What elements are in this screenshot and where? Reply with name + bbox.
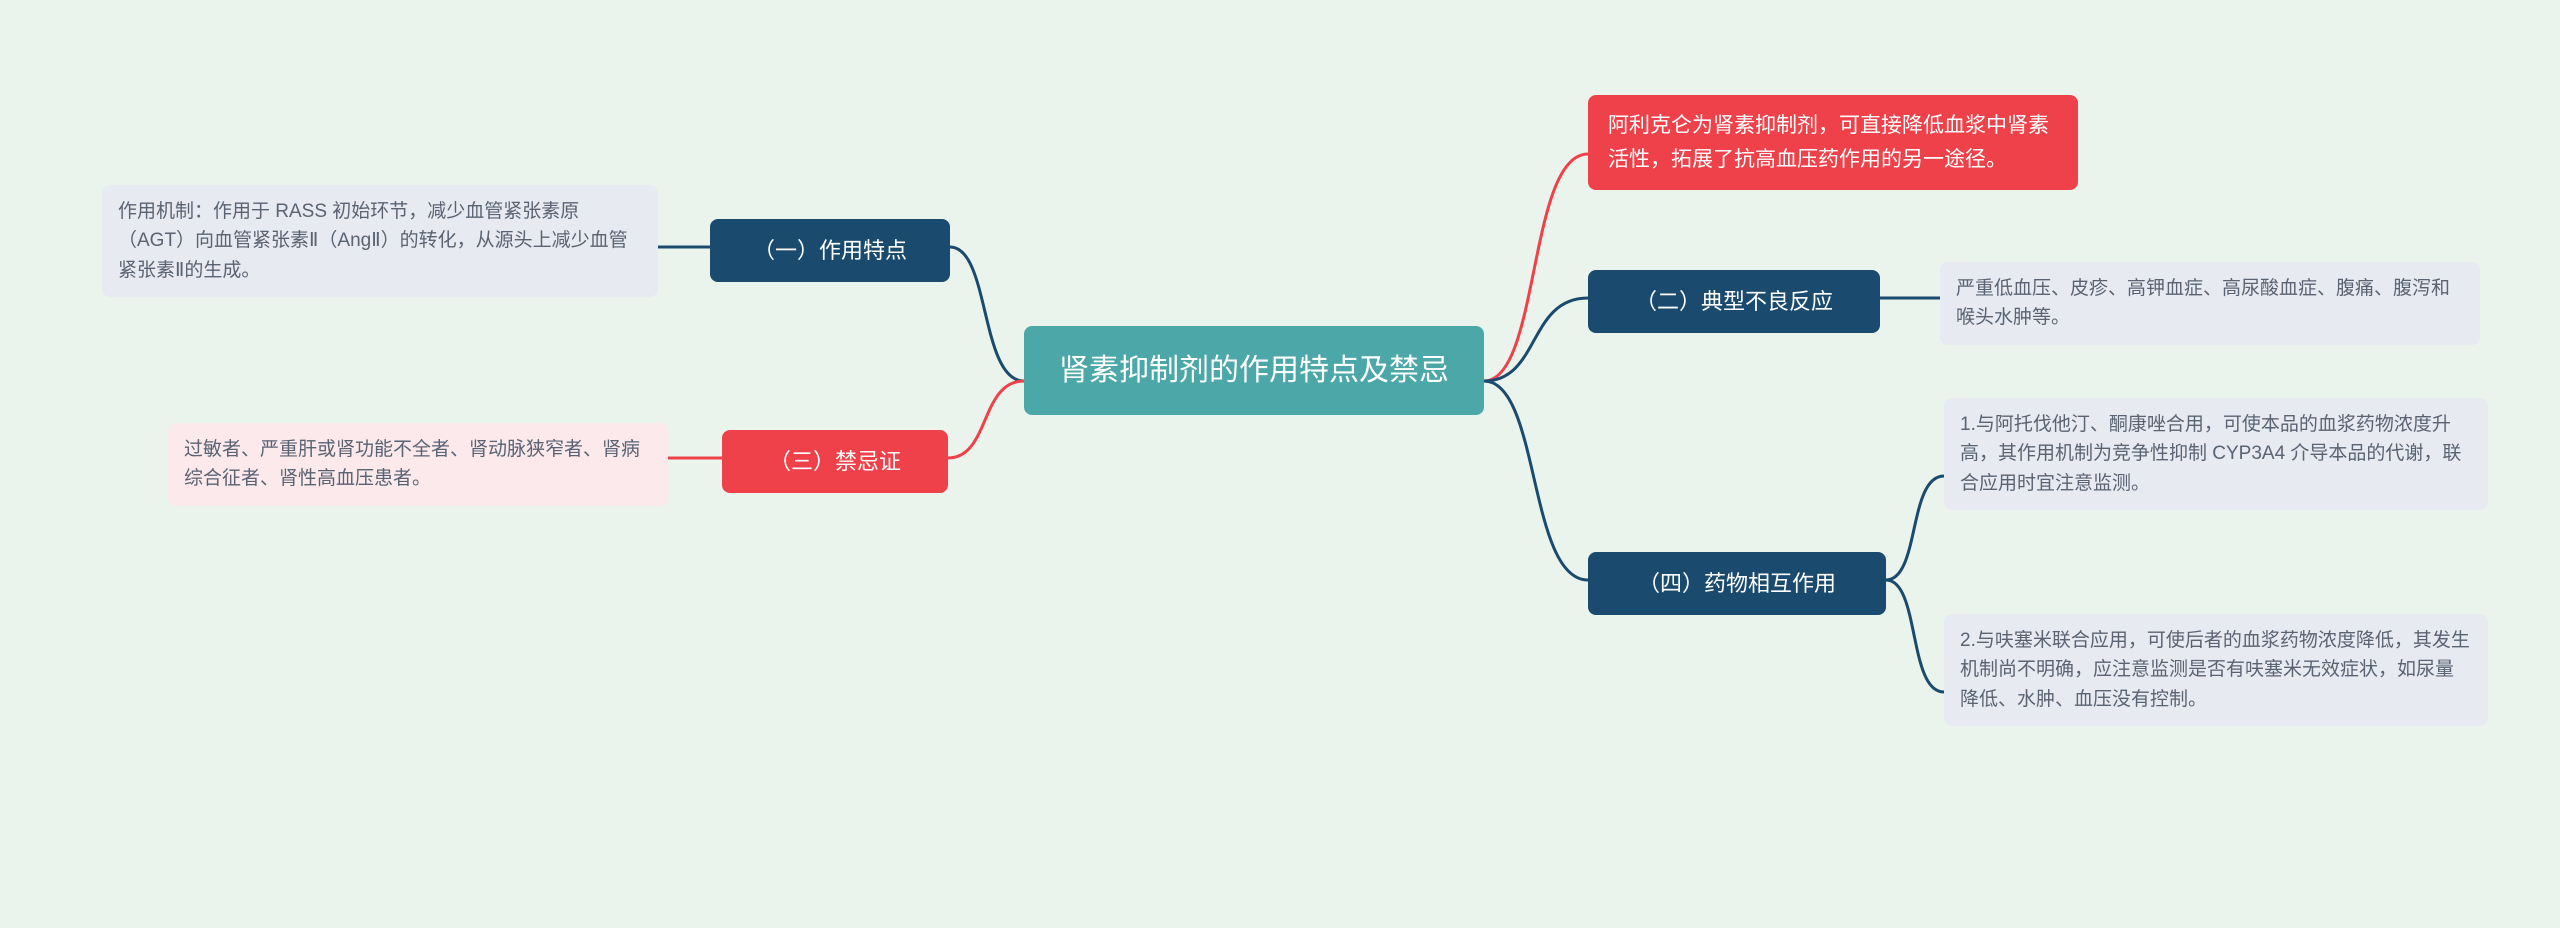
branch-4-leaf-2: 2.与呋塞米联合应用，可使后者的血浆药物浓度降低，其发生机制尚不明确，应注意监测… bbox=[1944, 614, 2488, 726]
branch-1-leaf-text: 作用机制：作用于 RASS 初始环节，减少血管紧张素原（AGT）向血管紧张素Ⅱ（… bbox=[118, 201, 628, 281]
intro-text: 阿利克仑为肾素抑制剂，可直接降低血浆中肾素活性，拓展了抗高血压药作用的另一途径。 bbox=[1608, 114, 2049, 171]
branch-1: （一）作用特点 bbox=[710, 219, 950, 282]
branch-4-label: （四）药物相互作用 bbox=[1638, 571, 1836, 596]
branch-1-label: （一）作用特点 bbox=[753, 238, 907, 263]
branch-3: （三）禁忌证 bbox=[722, 430, 948, 493]
center-node: 肾素抑制剂的作用特点及禁忌 bbox=[1024, 326, 1484, 415]
branch-2-label: （二）典型不良反应 bbox=[1635, 289, 1833, 314]
branch-4: （四）药物相互作用 bbox=[1588, 552, 1886, 615]
branch-2-leaf-text: 严重低血压、皮疹、高钾血症、高尿酸血症、腹痛、腹泻和喉头水肿等。 bbox=[1956, 278, 2450, 328]
branch-4-leaf-2-text: 2.与呋塞米联合应用，可使后者的血浆药物浓度降低，其发生机制尚不明确，应注意监测… bbox=[1960, 630, 2470, 710]
branch-3-leaf: 过敏者、严重肝或肾功能不全者、肾动脉狭窄者、肾病综合征者、肾性高血压患者。 bbox=[168, 423, 668, 506]
branch-3-label: （三）禁忌证 bbox=[769, 449, 901, 474]
branch-4-leaf-1: 1.与阿托伐他汀、酮康唑合用，可使本品的血浆药物浓度升高，其作用机制为竞争性抑制… bbox=[1944, 398, 2488, 510]
branch-2-leaf: 严重低血压、皮疹、高钾血症、高尿酸血症、腹痛、腹泻和喉头水肿等。 bbox=[1940, 262, 2480, 345]
branch-3-leaf-text: 过敏者、严重肝或肾功能不全者、肾动脉狭窄者、肾病综合征者、肾性高血压患者。 bbox=[184, 439, 640, 489]
intro-box: 阿利克仑为肾素抑制剂，可直接降低血浆中肾素活性，拓展了抗高血压药作用的另一途径。 bbox=[1588, 95, 2078, 190]
branch-1-leaf: 作用机制：作用于 RASS 初始环节，减少血管紧张素原（AGT）向血管紧张素Ⅱ（… bbox=[102, 185, 658, 297]
branch-2: （二）典型不良反应 bbox=[1588, 270, 1880, 333]
center-text: 肾素抑制剂的作用特点及禁忌 bbox=[1059, 354, 1449, 387]
branch-4-leaf-1-text: 1.与阿托伐他汀、酮康唑合用，可使本品的血浆药物浓度升高，其作用机制为竞争性抑制… bbox=[1960, 414, 2461, 494]
